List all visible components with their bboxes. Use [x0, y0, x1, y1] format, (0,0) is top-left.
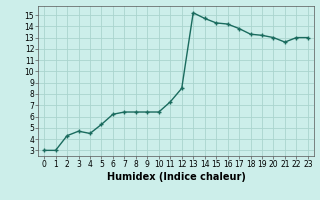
X-axis label: Humidex (Indice chaleur): Humidex (Indice chaleur)	[107, 172, 245, 182]
